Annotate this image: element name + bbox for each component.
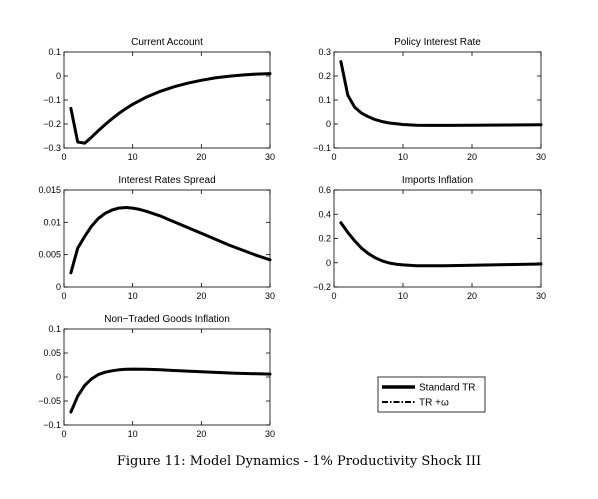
y-tick-label: 0.01 <box>43 217 61 227</box>
chart-title: Interest Rates Spread <box>118 175 215 186</box>
y-tick-label: −0.2 <box>43 119 61 129</box>
x-tick-label: 10 <box>128 152 138 162</box>
y-tick-label: 0 <box>326 119 331 129</box>
series-line-1 <box>69 206 272 275</box>
x-tick-label: 0 <box>61 291 66 301</box>
y-tick-label: 0 <box>56 71 61 81</box>
series-line-1 <box>69 367 272 414</box>
legend-box <box>377 376 486 413</box>
plot-frame <box>63 189 271 288</box>
y-tick-label: −0.2 <box>313 282 331 292</box>
y-tick-label: 0.3 <box>318 47 331 57</box>
x-tick-label: 30 <box>536 291 546 301</box>
x-tick-label: 30 <box>265 152 275 162</box>
y-tick-label: 0 <box>56 282 61 292</box>
legend: Standard TR TR +ω <box>377 376 486 413</box>
legend-label-1: Standard TR <box>419 383 476 394</box>
plot-frame <box>333 51 542 149</box>
y-tick-label: 0 <box>56 372 61 382</box>
chart-panel-3: Interest Rates Spread 0 10 20 30 0 0.005 0.01 0.… <box>38 175 275 301</box>
chart-panel-5: Non−Traded Goods Inflation 0 10 20 30 −0.1 −0.… <box>38 314 275 439</box>
y-tick-label: −0.1 <box>43 95 61 105</box>
y-tick-label: −0.1 <box>43 420 61 430</box>
y-tick-label: 0.4 <box>318 209 331 219</box>
x-tick-label: 0 <box>61 152 66 162</box>
y-tick-label: 0.015 <box>38 185 61 195</box>
y-tick-label: 0.05 <box>43 348 61 358</box>
y-tick-label: −0.05 <box>38 396 61 406</box>
chart-title: Current Account <box>131 37 203 48</box>
x-tick-label: 30 <box>265 291 275 301</box>
chart-title: Imports Inflation <box>402 175 473 186</box>
y-tick-label: −0.1 <box>313 143 331 153</box>
x-tick-label: 0 <box>331 152 336 162</box>
x-tick-label: 10 <box>398 291 408 301</box>
x-tick-label: 30 <box>536 152 546 162</box>
plot-frame <box>333 189 542 288</box>
x-tick-label: 30 <box>265 429 275 439</box>
y-tick-label: 0.1 <box>48 47 61 57</box>
x-tick-label: 20 <box>196 291 206 301</box>
x-tick-label: 20 <box>467 152 477 162</box>
x-tick-label: 20 <box>196 429 206 439</box>
x-tick-label: 0 <box>61 429 66 439</box>
y-tick-label: 0 <box>326 258 331 268</box>
y-tick-label: 0.005 <box>38 250 61 260</box>
figure-caption: Figure 11: Model Dynamics - 1% Productiv… <box>116 454 482 469</box>
chart-title: Policy Interest Rate <box>394 37 481 48</box>
y-tick-label: 0.6 <box>318 185 331 195</box>
legend-label-2: TR +ω <box>419 398 449 409</box>
x-tick-label: 20 <box>196 152 206 162</box>
x-tick-label: 20 <box>467 291 477 301</box>
series-line-1 <box>339 221 543 268</box>
series-line-1 <box>339 60 543 127</box>
chart-title: Non−Traded Goods Inflation <box>104 314 230 325</box>
chart-panel-1: Current Account 0 10 20 30 −0.3 −0.2 −0.1 0 0.1 <box>43 37 275 162</box>
x-tick-label: 10 <box>398 152 408 162</box>
y-tick-label: 0.2 <box>318 234 331 244</box>
y-tick-label: 0.1 <box>48 324 61 334</box>
x-tick-label: 10 <box>128 291 138 301</box>
y-tick-label: 0.2 <box>318 71 331 81</box>
y-tick-label: 0.1 <box>318 95 331 105</box>
y-tick-label: −0.3 <box>43 143 61 153</box>
series-line-1 <box>69 72 272 145</box>
x-tick-label: 10 <box>128 429 138 439</box>
x-tick-label: 0 <box>331 291 336 301</box>
